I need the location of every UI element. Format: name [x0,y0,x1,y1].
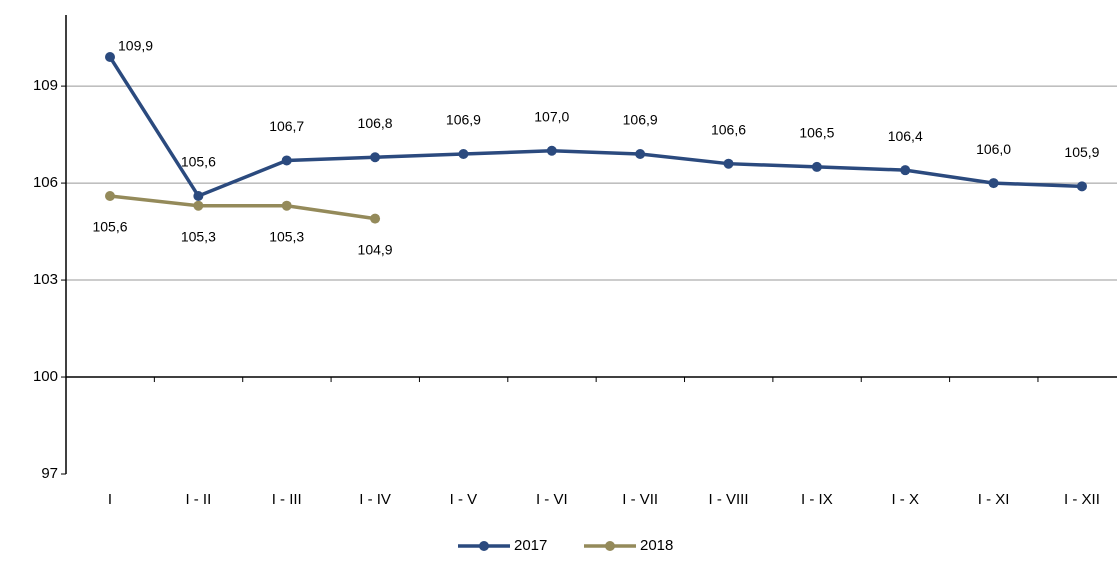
y-tick-label: 106 [33,174,58,191]
point [723,158,734,169]
value-label: 106,8 [358,115,393,131]
value-label: 106,9 [446,112,481,128]
value-label: 106,0 [976,141,1011,157]
point [193,200,204,211]
value-label: 109,9 [118,38,153,54]
point [105,191,115,202]
x-tick-label: I - III [272,491,302,508]
point [370,213,381,224]
value-label: 106,9 [623,112,658,128]
point [811,161,822,172]
x-tick-label: I - VI [536,491,568,508]
y-tick-label: 109 [33,77,58,94]
x-tick-label: I [108,491,112,508]
value-label: 105,6 [181,154,216,170]
x-tick-label: I - X [891,491,919,508]
point [635,148,646,159]
point [546,145,557,156]
x-tick-label: I - VII [622,491,658,508]
series-line [109,194,376,221]
point [105,52,115,63]
value-label: 105,3 [181,228,216,244]
point [281,200,292,211]
value-label: 106,7 [269,118,304,134]
legend-label: 2017 [514,537,547,554]
value-label: 105,9 [1064,144,1099,160]
point [370,152,381,163]
x-tick-label: I - IX [801,491,833,508]
y-tick-label: 100 [33,368,58,385]
legend-marker [605,541,615,551]
point [1076,181,1087,192]
series-line [108,56,1083,199]
x-tick-label: I - XII [1064,491,1100,508]
value-label: 107,0 [534,108,569,124]
y-tick-label: 97 [41,465,58,482]
point [193,191,204,202]
point [458,148,469,159]
value-label: 106,6 [711,121,746,137]
x-tick-label: I - II [185,491,211,508]
point [900,165,911,176]
value-label: 105,3 [269,228,304,244]
value-label: 106,4 [888,128,923,144]
x-tick-label: I - V [450,491,478,508]
point [281,155,292,166]
y-tick-label: 103 [33,271,58,288]
x-tick-label: I - IV [359,491,391,508]
value-label: 105,6 [92,219,127,235]
value-label: 104,9 [358,241,393,257]
legend-label: 2018 [640,537,673,554]
x-tick-label: I - XI [978,491,1010,508]
legend-marker [479,541,489,551]
value-label: 106,5 [799,125,834,141]
point [988,178,999,189]
x-tick-label: I - VIII [709,491,749,508]
